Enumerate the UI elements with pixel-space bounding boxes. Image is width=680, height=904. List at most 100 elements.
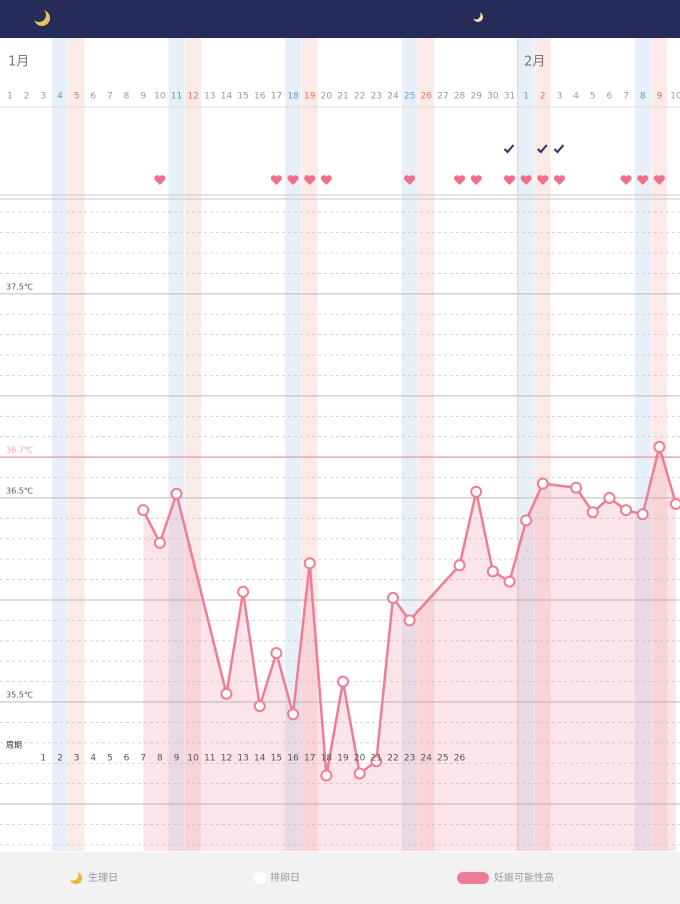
- day-label: 6: [607, 92, 613, 102]
- temp-point: [237, 585, 250, 598]
- legend-moon-cut: [67, 869, 79, 881]
- heart: [453, 175, 466, 185]
- temp-line: [142, 442, 678, 776]
- heart: [304, 175, 316, 185]
- legend-label: 排卵日: [270, 871, 300, 884]
- day-label: 19: [304, 92, 316, 102]
- day-label: 4: [573, 92, 579, 102]
- legend-label: 生理日: [88, 871, 118, 884]
- cycle-day: 19: [337, 754, 349, 764]
- day-label: 11: [171, 92, 182, 102]
- cycle-day: 13: [237, 754, 248, 764]
- day-label: 20: [321, 92, 333, 102]
- legend-bar: [0, 852, 680, 904]
- day-label: 30: [487, 92, 499, 102]
- day-label: 8: [124, 92, 130, 102]
- temp-point: [653, 440, 666, 453]
- cycle-day: 17: [304, 754, 315, 764]
- cycle-day: 21: [371, 754, 382, 764]
- temp-point: [287, 708, 300, 721]
- moon-icon-cut: [471, 10, 481, 20]
- grid: [0, 38, 680, 851]
- labels: 1 2 3 4 5 6 7 8 9 10 11 12 13 14 15 16 17 18 19 20 21 22 23 24 2…: [6, 55, 680, 764]
- day-label: 16: [254, 92, 266, 102]
- temp-point: [170, 487, 183, 500]
- heart: [620, 175, 632, 185]
- day-label: 1: [523, 92, 529, 102]
- day-label: 5: [590, 92, 596, 102]
- weekend-band: [185, 38, 202, 851]
- temp-point: [370, 755, 383, 768]
- heart: [553, 175, 565, 185]
- day-label: 28: [454, 92, 466, 102]
- cycle-day: 4: [90, 754, 96, 764]
- cycle-day: 8: [157, 754, 163, 764]
- month-label: 1月: [8, 55, 29, 70]
- temp-point: [403, 614, 416, 627]
- cycle-day: 26: [454, 754, 466, 764]
- cover-line-label: 36.7℃: [6, 446, 33, 455]
- temp-point: [453, 559, 466, 572]
- cycle-day: 14: [254, 754, 266, 764]
- heart: [537, 175, 549, 185]
- day-label: 29: [470, 92, 482, 102]
- temp-point: [153, 536, 166, 549]
- heart: [470, 175, 482, 185]
- day-label: 6: [90, 92, 96, 102]
- temp-point: [586, 506, 599, 519]
- heart: [287, 175, 299, 185]
- plot: [137, 440, 680, 851]
- day-label: 10: [154, 92, 166, 102]
- temp-point: [670, 498, 680, 511]
- temp-point: [253, 700, 266, 713]
- temp-point: [486, 565, 499, 578]
- heart: [503, 175, 516, 185]
- cycle-day: 11: [204, 754, 215, 764]
- temp-point: [503, 575, 516, 588]
- temp-point: [470, 485, 483, 498]
- day-label: 27: [437, 92, 448, 102]
- day-label: 7: [107, 92, 113, 102]
- day-label: 15: [237, 92, 248, 102]
- y-tick-label: 35.5℃: [6, 691, 33, 700]
- temp-point: [270, 647, 283, 660]
- cycle-day: 10: [187, 754, 199, 764]
- cycle-day: 9: [174, 754, 180, 764]
- day-label: 13: [204, 92, 215, 102]
- day-label: 2: [24, 92, 30, 102]
- day-label: 23: [371, 92, 382, 102]
- heart: [270, 175, 282, 185]
- heart: [154, 175, 166, 185]
- temp-point: [353, 767, 366, 780]
- day-label: 10: [670, 92, 680, 102]
- cycle-day: 12: [221, 754, 232, 764]
- cycle-day: 2: [57, 754, 63, 764]
- day-label: 22: [354, 92, 365, 102]
- weekend-band: [68, 38, 85, 851]
- weekend-band: [301, 38, 318, 851]
- day-label: 2: [540, 92, 546, 102]
- day-label: 7: [623, 92, 629, 102]
- y-tick-label: 37.5℃: [6, 282, 33, 291]
- temp-point: [536, 477, 549, 490]
- temp-point: [337, 675, 349, 688]
- cycle-day: 1: [40, 754, 46, 764]
- weekend-band: [518, 38, 535, 851]
- heart: [637, 175, 649, 185]
- day-label: 3: [40, 92, 46, 102]
- temp-point: [570, 481, 583, 494]
- day-label: 9: [656, 92, 662, 102]
- cycle-day: 7: [140, 754, 146, 764]
- check-mark: [503, 144, 515, 154]
- day-label: 17: [271, 92, 282, 102]
- legend-ovulation-icon: [254, 872, 266, 884]
- weekend-band: [285, 38, 302, 851]
- cycle-day: 15: [271, 754, 282, 764]
- area-fill: [143, 446, 676, 851]
- day-label: 18: [287, 92, 299, 102]
- weekend-band: [634, 38, 651, 851]
- day-label: 1: [7, 92, 13, 102]
- weekend-band: [51, 38, 68, 851]
- cycle-day: 18: [321, 754, 333, 764]
